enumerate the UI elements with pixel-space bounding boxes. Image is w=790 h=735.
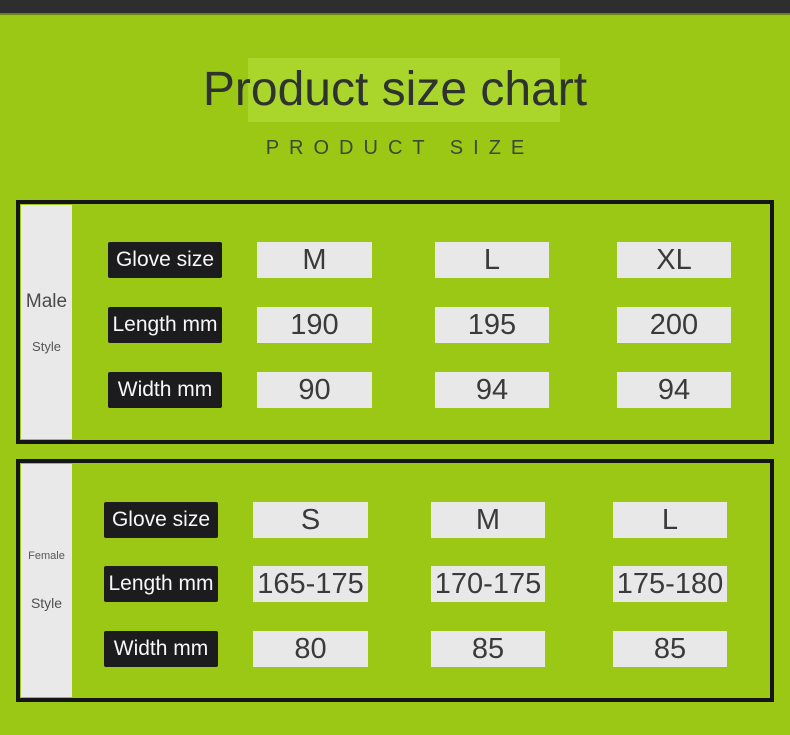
female-width-value-1: 80 [253,631,368,667]
female-glove-size-value-1: S [253,502,368,538]
male-length-value-1: 190 [257,307,372,343]
male-group-strip: Male Style [21,205,72,439]
female-glove-size-value-3: L [613,502,727,538]
male-length-value-3: 200 [617,307,731,343]
group-sub-style: Style [30,595,63,611]
male-width-value-3: 94 [617,372,731,408]
female-row-label-glove-size: Glove size [104,502,218,538]
male-glove-size-value-1: M [257,242,372,278]
male-width-value-2: 94 [435,372,549,408]
title-highlight-block [248,58,560,122]
top-dark-bar [0,0,790,15]
female-size-table: Female Style Glove size S M L Length mm … [16,459,774,702]
male-size-table: Male Style Glove size M L XL Length mm 1… [16,200,774,444]
male-width-value-1: 90 [257,372,372,408]
female-group-strip: Female Style [21,464,72,697]
female-row-label-length: Length mm [104,566,218,602]
group-name-male: Male [25,290,68,312]
male-row-label-length: Length mm [108,307,222,343]
male-row-label-glove-size: Glove size [108,242,222,278]
male-row-label-width: Width mm [108,372,222,408]
female-row-label-width: Width mm [104,631,218,667]
female-length-value-3: 175-180 [613,566,727,602]
male-length-value-2: 195 [435,307,549,343]
group-name-female: Female [28,550,65,562]
page-title: Product size chart [202,63,588,116]
male-glove-size-value-3: XL [617,242,731,278]
male-glove-size-value-2: L [435,242,549,278]
female-length-value-1: 165-175 [253,566,368,602]
female-glove-size-value-2: M [431,502,545,538]
group-sub-style: Style [32,338,61,354]
female-length-value-2: 170-175 [431,566,545,602]
female-width-value-2: 85 [431,631,545,667]
page-subtitle: PRODUCT SIZE [265,137,535,159]
female-width-value-3: 85 [613,631,727,667]
